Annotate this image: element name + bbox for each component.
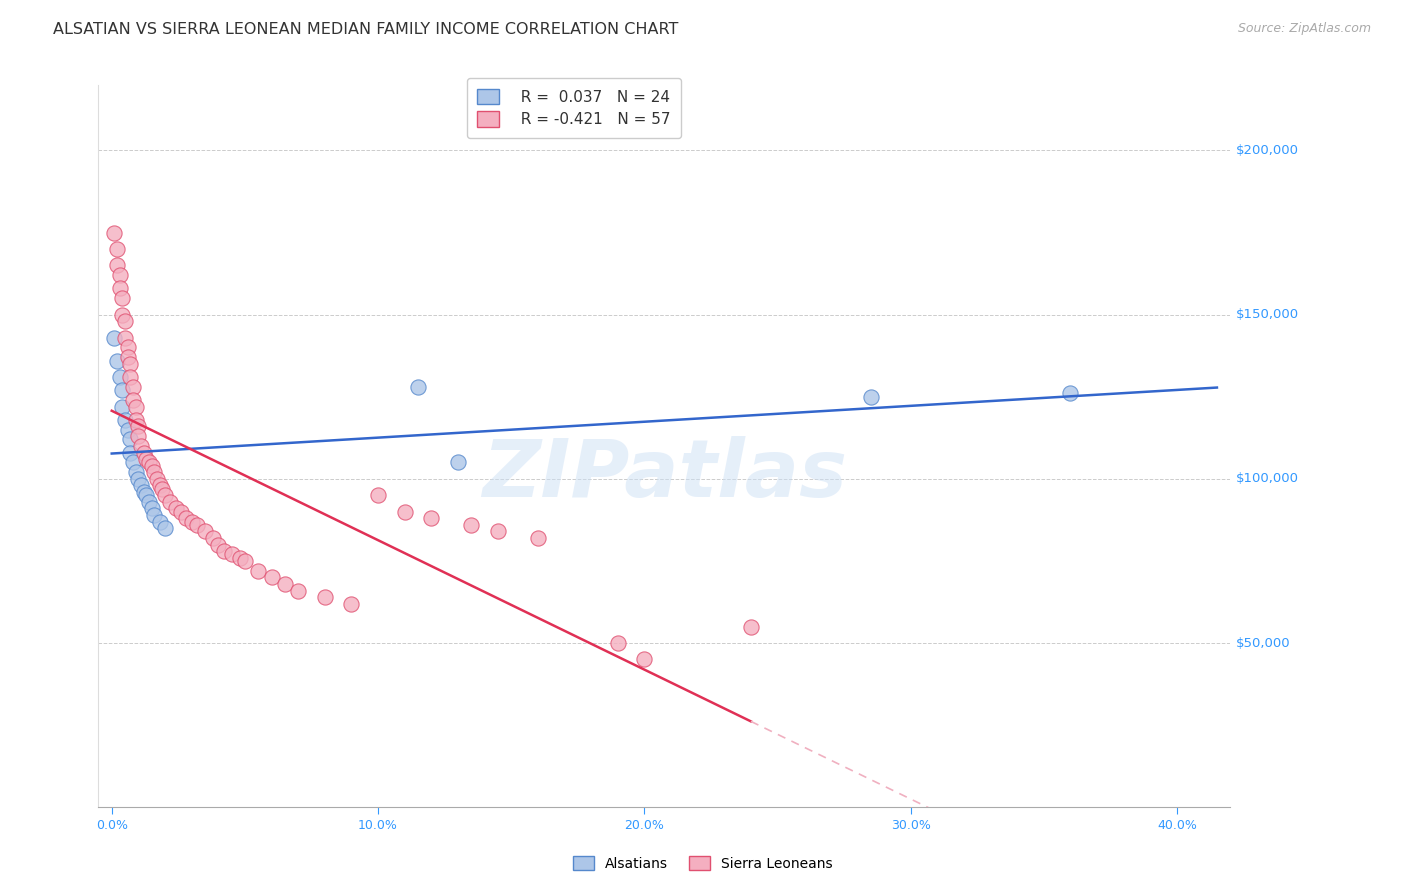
Point <box>114 314 136 328</box>
Legend: Alsatians, Sierra Leoneans: Alsatians, Sierra Leoneans <box>568 850 838 876</box>
Legend:   R =  0.037   N = 24,   R = -0.421   N = 57: R = 0.037 N = 24, R = -0.421 N = 57 <box>467 78 681 138</box>
Point <box>141 458 163 473</box>
Point <box>247 564 270 578</box>
Point <box>143 465 166 479</box>
Text: $50,000: $50,000 <box>1236 637 1291 649</box>
Point <box>180 515 202 529</box>
Text: $100,000: $100,000 <box>1236 473 1299 485</box>
Point <box>127 429 149 443</box>
Point <box>606 636 628 650</box>
Point <box>105 353 128 368</box>
Point <box>153 521 176 535</box>
Point <box>103 331 125 345</box>
Point <box>394 505 416 519</box>
Point <box>740 619 762 633</box>
Point <box>122 380 145 394</box>
Point <box>176 511 198 525</box>
Point <box>127 472 149 486</box>
Point <box>314 590 336 604</box>
Point <box>108 268 131 283</box>
Point <box>159 495 181 509</box>
Point <box>859 390 882 404</box>
Point <box>108 370 131 384</box>
Point <box>117 351 139 365</box>
Point <box>486 524 509 539</box>
Point <box>120 433 142 447</box>
Point <box>186 517 208 532</box>
Text: ZIPatlas: ZIPatlas <box>482 436 846 514</box>
Point <box>127 419 149 434</box>
Point <box>138 455 160 469</box>
Text: $200,000: $200,000 <box>1236 144 1299 157</box>
Point <box>221 548 243 562</box>
Point <box>260 570 283 584</box>
Point <box>132 485 155 500</box>
Point <box>135 488 157 502</box>
Point <box>274 577 297 591</box>
Point <box>141 501 163 516</box>
Point <box>165 501 187 516</box>
Text: ALSATIAN VS SIERRA LEONEAN MEDIAN FAMILY INCOME CORRELATION CHART: ALSATIAN VS SIERRA LEONEAN MEDIAN FAMILY… <box>53 22 679 37</box>
Point <box>212 544 235 558</box>
Point <box>406 380 429 394</box>
Point <box>460 517 482 532</box>
Text: $150,000: $150,000 <box>1236 308 1299 321</box>
Point <box>120 370 142 384</box>
Point <box>527 531 550 545</box>
Point <box>108 281 131 295</box>
Point <box>120 445 142 459</box>
Point <box>340 597 363 611</box>
Point <box>111 383 134 397</box>
Point <box>114 331 136 345</box>
Point <box>114 413 136 427</box>
Point <box>117 423 139 437</box>
Point <box>138 495 160 509</box>
Point <box>633 652 655 666</box>
Point <box>111 308 134 322</box>
Point <box>146 472 169 486</box>
Point <box>447 455 470 469</box>
Point <box>420 511 443 525</box>
Point <box>129 478 152 492</box>
Point <box>170 505 193 519</box>
Point <box>132 445 155 459</box>
Point <box>153 488 176 502</box>
Point <box>111 291 134 305</box>
Point <box>122 455 145 469</box>
Point <box>367 488 389 502</box>
Point <box>201 531 224 545</box>
Point <box>111 400 134 414</box>
Point <box>1059 386 1081 401</box>
Point <box>103 226 125 240</box>
Point <box>149 478 172 492</box>
Point <box>105 259 128 273</box>
Point <box>207 537 229 551</box>
Point <box>228 550 250 565</box>
Point <box>143 508 166 522</box>
Point <box>105 242 128 256</box>
Point <box>150 482 173 496</box>
Point <box>135 452 157 467</box>
Text: Source: ZipAtlas.com: Source: ZipAtlas.com <box>1237 22 1371 36</box>
Point <box>149 515 172 529</box>
Point <box>125 413 148 427</box>
Point <box>125 400 148 414</box>
Point <box>194 524 217 539</box>
Point <box>129 439 152 453</box>
Point <box>125 465 148 479</box>
Point <box>233 554 256 568</box>
Point <box>120 357 142 371</box>
Point <box>117 341 139 355</box>
Point <box>287 583 309 598</box>
Point <box>122 392 145 407</box>
